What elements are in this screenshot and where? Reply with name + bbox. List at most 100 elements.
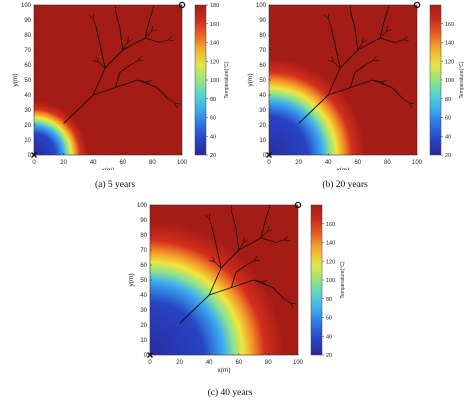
y-tick-label: 10 [259,138,266,144]
colorbar-tick-label: 100 [326,278,335,284]
fracture-sub-branch [268,205,271,212]
y-tick-label: 0 [144,353,148,359]
colorbar [310,204,323,356]
production-well-marker [294,201,302,209]
x-tick-label: 40 [90,160,97,166]
x-axis-label: x(m) [337,167,350,170]
y-tick-label: 80 [259,33,266,39]
y-tick-label: 20 [259,123,266,129]
fracture-sub-branch [324,14,329,20]
production-well-marker [178,1,186,9]
fracture-sub-branch [231,200,233,202]
y-tick-label: 20 [24,123,31,129]
fracture-sub-branch [168,39,174,41]
injection-well-marker [31,152,37,158]
fracture-sub-branch [92,13,95,20]
fracture-sub-branch [115,0,117,2]
x-tick-label: 60 [354,160,361,166]
colorbar-tick-label: 140 [326,241,335,247]
colorbar-tick-label: 100 [210,78,219,84]
colorbar-tick-label: 40 [445,134,451,140]
colorbar [194,4,207,156]
temperature-field [34,5,182,155]
fracture-sub-branch [260,231,268,239]
fracture-branch [230,210,240,251]
fracture-sub-branch [146,80,152,83]
fracture-sub-branch [212,256,215,263]
fracture-sub-branch [327,13,330,20]
x-tick-label: 60 [119,160,126,166]
fracture-sub-branch [174,102,181,105]
fracture-sub-branch [270,200,271,202]
y-tick-label: 30 [259,108,266,114]
colorbar-tick-label: 100 [445,78,454,84]
y-tick-label: 40 [140,293,147,299]
fracture-sub-branch [167,97,175,104]
fracture-sub-branch [409,102,413,109]
y-tick-label: 80 [24,33,31,39]
colorbar-tick-label: 20 [445,153,451,159]
x-tick-label: 20 [60,160,67,166]
fracture-branch [95,27,106,69]
y-tick-label: 60 [140,263,147,269]
fracture-network [63,0,181,124]
fracture-sub-branch [357,42,363,51]
colorbar-tick-label: 40 [326,334,332,340]
y-tick-label: 100 [21,3,32,9]
fracture-sub-branch [152,5,155,12]
colorbar-label: Temperature(°C) [224,61,230,98]
fracture-sub-branch [372,55,377,61]
y-tick-label: 90 [24,18,31,24]
fracture-sub-branch [89,14,94,20]
fracture-sub-branch [331,56,334,63]
fracture-sub-branch [154,0,155,2]
x-tick-label: 80 [384,160,391,166]
fracture-sub-branch [409,102,416,105]
x-tick-label: 60 [235,360,242,366]
fracture-sub-branch [271,200,275,202]
fracture-branch [260,210,269,239]
marker-stroke [31,152,37,158]
fracture-sub-branch [328,18,332,28]
colorbar-tick-label: 120 [326,259,335,265]
fracture-sub-branch [387,5,390,12]
colorbar-tick-label: 20 [326,353,332,359]
fracture-sub-branch [403,39,409,41]
y-tick-label: 0 [28,153,32,159]
y-tick-label: 60 [24,63,31,69]
y-axis-label: y(m) [247,74,254,87]
fracture-branch [230,264,247,288]
fracture-sub-branch [381,80,387,83]
x-tick-label: 0 [148,360,152,366]
colorbar-tick-label: 160 [445,22,454,28]
fracture-sub-branch [98,61,106,69]
x-tick-label: 0 [267,160,271,166]
fracture-sub-branch [379,31,387,39]
colorbar-tick-label: 80 [326,297,332,303]
colorbar-tick-label: 60 [445,116,451,122]
colorbar-tick-label: 120 [445,59,454,65]
fracture-sub-branch [290,302,297,305]
fracture-sub-branch [122,42,128,51]
fracture-sub-branch [328,60,334,63]
colorbar-tick-label: 80 [210,97,216,103]
fracture-sub-branch [238,242,244,251]
colorbar-tick-label: 80 [445,97,451,103]
injection-well-marker [266,152,272,158]
fracture-sub-branch [137,55,142,61]
fracture-sub-branch [262,281,267,286]
x-tick-label: 80 [265,360,272,366]
x-tick-label: 20 [176,360,183,366]
y-tick-label: 40 [24,93,31,99]
heatmap-panel-a: 0 20 40 60 80 100 0 10 20 30 40 50 60 70 80 90 100 x(m) y(… [12,0,230,170]
fracture-sub-branch [372,79,382,83]
fracture-sub-branch [243,236,245,243]
fracture-sub-branch [93,18,97,28]
fracture-branch [144,10,153,39]
fracture-sub-branch [386,29,392,32]
fracture-sub-branch [381,81,386,86]
fracture-sub-branch [253,279,263,283]
y-tick-label: 60 [259,63,266,69]
y-tick-label: 10 [24,138,31,144]
fracture-sub-branch [144,31,152,39]
